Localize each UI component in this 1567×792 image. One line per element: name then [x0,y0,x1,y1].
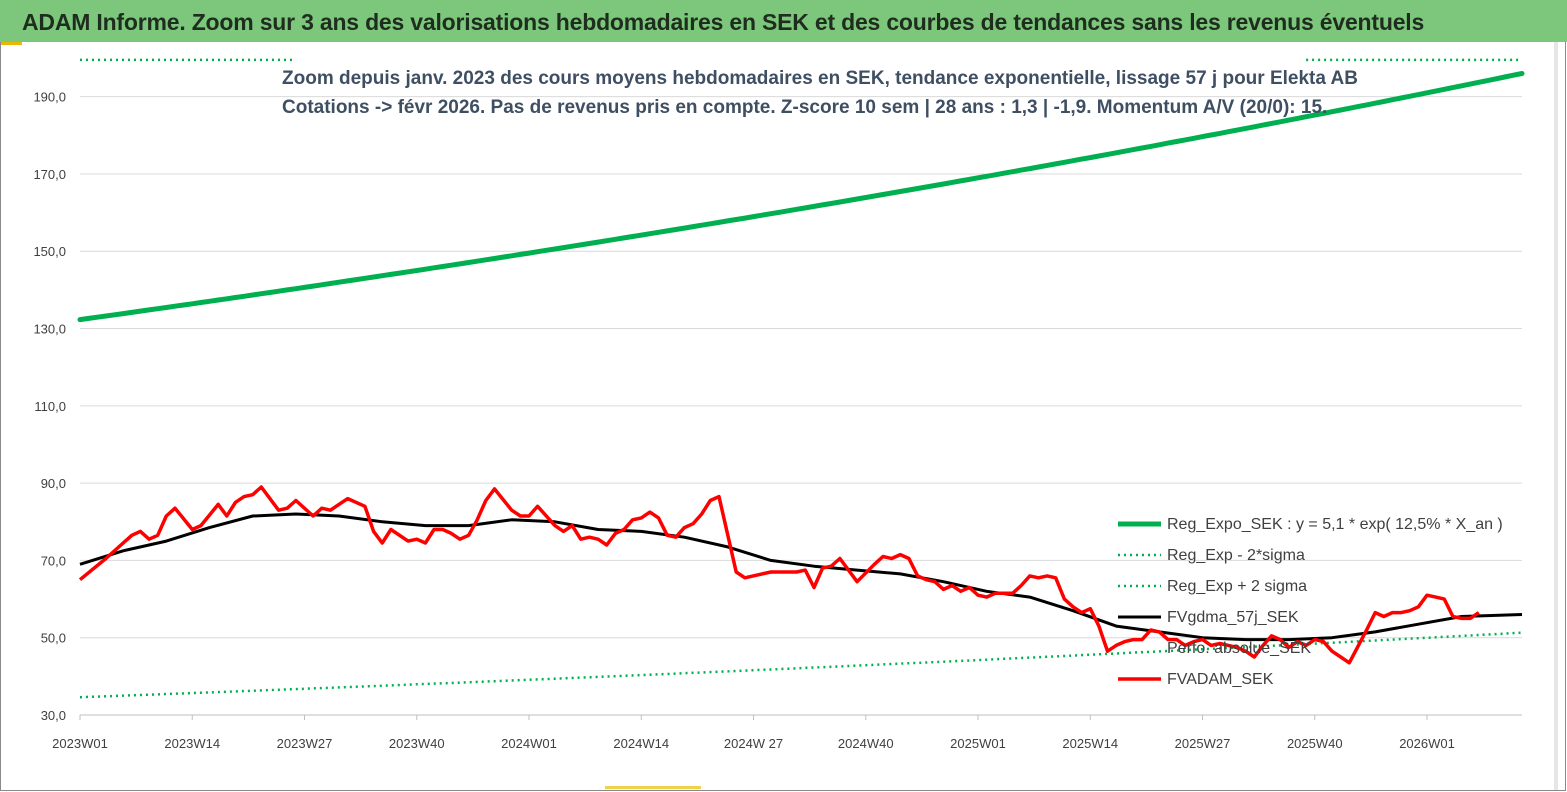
legend-label: Perfo. absolue_SEK [1167,640,1311,657]
y-tick-label: 90,0 [41,476,66,491]
legend-item-reg-exp-minus: Reg_Exp - 2*sigma [1118,547,1305,564]
x-tick-label: 2023W14 [164,736,220,751]
y-tick-label: 150,0 [33,244,66,259]
corner-accent [0,42,22,45]
x-tick-label: 2023W01 [52,736,108,751]
y-tick-label: 50,0 [41,631,66,646]
legend-item-fvadam: FVADAM_SEK [1118,671,1274,688]
bottom-edge-accent [605,786,701,789]
report-title: ADAM Informe. Zoom sur 3 ans des valoris… [22,9,1425,35]
x-tick-label: 2024W 27 [724,736,783,751]
y-tick-label: 70,0 [41,553,66,568]
y-tick-label: 130,0 [33,322,66,337]
x-tick-label: 2025W01 [950,736,1006,751]
y-tick-label: 170,0 [33,167,66,182]
legend: Reg_Expo_SEK : y = 5,1 * exp( 12,5% * X_… [1118,516,1503,688]
right-edge-accent [1554,42,1558,790]
legend-label: FVgdma_57j_SEK [1167,609,1299,626]
x-tick-label: 2025W14 [1062,736,1118,751]
chart-frame [0,42,1566,791]
x-tick-label: 2024W40 [838,736,894,751]
legend-label: Reg_Expo_SEK : y = 5,1 * exp( 12,5% * X_… [1167,516,1503,533]
legend-label: Reg_Exp + 2 sigma [1167,578,1307,595]
y-tick-label: 110,0 [34,399,66,414]
legend-item-reg-expo: Reg_Expo_SEK : y = 5,1 * exp( 12,5% * X_… [1118,516,1503,533]
series-line-reg-expo [77,71,1525,323]
chart-title: Zoom depuis janv. 2023 des cours moyens … [282,68,1358,89]
series-line-fvadam [78,485,1480,665]
x-axis: 2023W01 2023W14 2023W27 2023W40 2024W01 2024W… [52,714,1522,751]
x-tick-label: 2024W14 [613,736,669,751]
chart-subtitle: Cotations -> févr 2026. Pas de revenus p… [282,97,1328,118]
y-tick-label: 30,0 [41,708,66,723]
gridlines [80,96,1522,716]
legend-item-reg-exp-plus: Reg_Exp + 2 sigma [1118,578,1307,595]
y-axis: 30,0 50,0 70,0 90,0 110,0 130,0 150,0 170,0 190,… [33,90,66,723]
x-tick-label: 2025W40 [1287,736,1343,751]
series-lines [77,58,1525,699]
legend-item-fvgdma: FVgdma_57j_SEK [1118,609,1299,626]
legend-label: FVADAM_SEK [1167,671,1274,688]
series-line-reg-exp-minus-2sigma [79,631,1523,699]
x-tick-label: 2023W27 [277,736,333,751]
legend-label: Reg_Exp - 2*sigma [1167,547,1305,564]
x-tick-label: 2024W01 [501,736,557,751]
x-tick-label: 2025W27 [1175,736,1231,751]
x-tick-label: 2023W40 [389,736,445,751]
report-title-banner: ADAM Informe. Zoom sur 3 ans des valoris… [0,0,1567,42]
legend-item-perfo-absolue: Perfo. absolue_SEK [1167,640,1311,657]
y-tick-label: 190,0 [33,90,66,105]
x-tick-label: 2026W01 [1399,736,1455,751]
chart-subtitle-block: Zoom depuis janv. 2023 des cours moyens … [282,64,1358,122]
